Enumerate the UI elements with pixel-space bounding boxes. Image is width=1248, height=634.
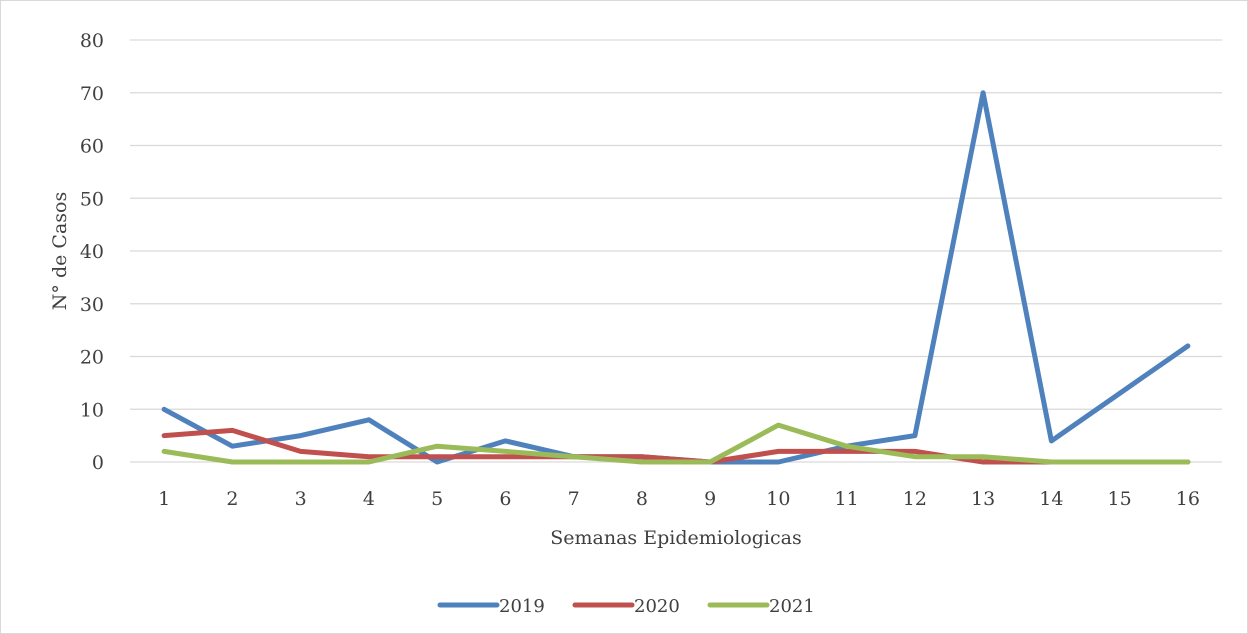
legend: 2019 2020 2021 bbox=[437, 596, 815, 617]
legend-label-2019: 2019 bbox=[499, 596, 545, 617]
x-tick-label: 2 bbox=[226, 488, 238, 510]
y-tick-label: 20 bbox=[80, 347, 104, 369]
x-tick-label: 9 bbox=[704, 488, 716, 510]
x-tick-label: 8 bbox=[636, 488, 648, 510]
y-tick-label: 50 bbox=[80, 188, 104, 210]
x-axis-ticks: 1 2 3 4 5 6 7 8 9 10 11 12 13 14 15 16 bbox=[158, 488, 1200, 510]
legend-label-2021: 2021 bbox=[769, 596, 815, 617]
y-tick-label: 40 bbox=[80, 241, 104, 263]
x-axis-title: Semanas Epidemiologicas bbox=[550, 527, 801, 549]
x-tick-label: 1 bbox=[158, 488, 170, 510]
x-tick-label: 14 bbox=[1039, 488, 1063, 510]
y-tick-label: 30 bbox=[80, 294, 104, 316]
series-line-2020 bbox=[161, 427, 1191, 465]
x-tick-label: 10 bbox=[766, 488, 790, 510]
x-tick-label: 15 bbox=[1108, 488, 1132, 510]
y-tick-label: 70 bbox=[80, 83, 104, 105]
x-tick-label: 11 bbox=[835, 488, 859, 510]
series-line-2021 bbox=[161, 422, 1191, 465]
y-axis-ticks: 0 10 20 30 40 50 60 70 80 bbox=[80, 30, 104, 474]
x-tick-label: 7 bbox=[568, 488, 580, 510]
y-tick-label: 80 bbox=[80, 30, 104, 52]
x-tick-label: 3 bbox=[295, 488, 307, 510]
x-tick-label: 13 bbox=[971, 488, 995, 510]
x-tick-label: 5 bbox=[431, 488, 443, 510]
y-tick-label: 10 bbox=[80, 399, 104, 421]
y-tick-label: 0 bbox=[92, 452, 104, 474]
series-lines bbox=[161, 90, 1191, 465]
y-axis-title: N° de Casos bbox=[49, 192, 71, 310]
y-tick-label: 60 bbox=[80, 136, 104, 158]
x-tick-label: 4 bbox=[363, 488, 375, 510]
x-tick-label: 12 bbox=[903, 488, 927, 510]
x-tick-label: 16 bbox=[1176, 488, 1200, 510]
x-tick-label: 6 bbox=[499, 488, 511, 510]
legend-label-2020: 2020 bbox=[634, 596, 680, 617]
